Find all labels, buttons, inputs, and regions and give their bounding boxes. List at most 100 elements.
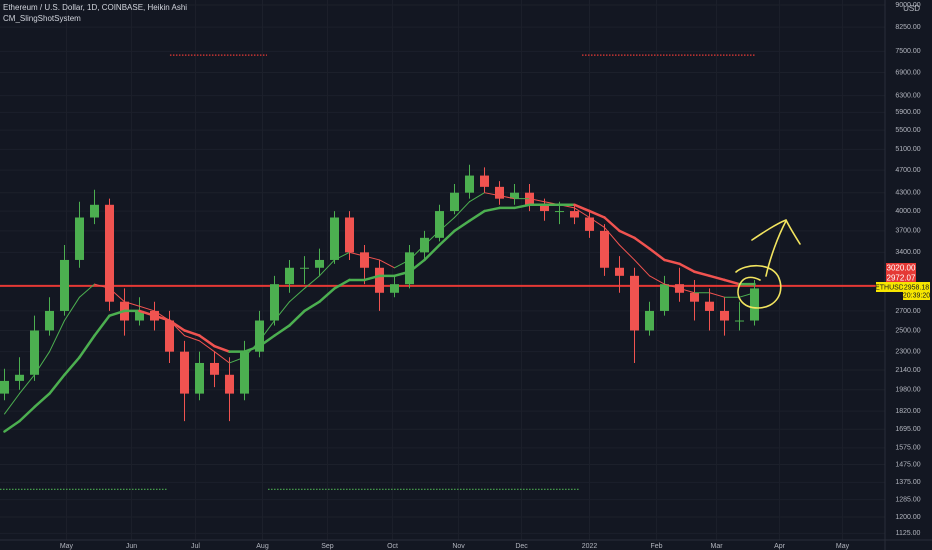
ma-segment xyxy=(333,278,351,290)
ma-segment xyxy=(664,283,680,289)
candle-body xyxy=(720,310,729,321)
y-tick-label: 6900.00 xyxy=(895,69,920,76)
ma-segment xyxy=(109,287,125,303)
y-tick-label: 8250.00 xyxy=(895,24,920,31)
y-tick-label: 4300.00 xyxy=(895,190,920,197)
ma-segment xyxy=(468,209,486,223)
candle-body xyxy=(540,204,549,212)
ma-segment xyxy=(469,192,485,203)
ma-segment xyxy=(604,226,620,246)
ma-segment xyxy=(303,300,321,313)
x-tick-label: Apr xyxy=(774,543,786,550)
y-tick-label: 1980.00 xyxy=(895,387,920,394)
candle-body xyxy=(210,362,219,375)
candle-body xyxy=(165,320,174,352)
candle-body xyxy=(60,259,69,311)
y-tick-label: 1695.00 xyxy=(895,426,920,433)
ma-segment xyxy=(708,274,726,282)
y-tick-label: 5500.00 xyxy=(895,127,920,134)
ma-segment xyxy=(18,405,36,423)
x-tick-label: Jul xyxy=(191,543,200,550)
candle-body xyxy=(600,230,609,268)
moving-averages xyxy=(3,192,756,433)
y-tick-label: 2140.00 xyxy=(895,367,920,374)
ma-segment xyxy=(78,334,96,359)
ma-segment xyxy=(243,344,261,353)
y-tick-label: 2700.00 xyxy=(895,308,920,315)
ma-segment xyxy=(214,351,230,364)
last-price-box xyxy=(903,282,930,300)
ma-segment xyxy=(573,203,591,213)
y-tick-label: 4700.00 xyxy=(895,167,920,174)
candle-body xyxy=(705,301,714,311)
candle-body xyxy=(750,288,759,321)
ma-segment xyxy=(574,207,590,219)
ma-segment xyxy=(439,217,455,232)
ma-segment xyxy=(124,301,140,307)
ma-segment xyxy=(423,243,441,262)
ma-segment xyxy=(438,229,456,247)
ma-segment xyxy=(64,296,80,322)
y-tick-label: 3700.00 xyxy=(895,228,920,235)
candle-body xyxy=(105,204,114,302)
candle-body xyxy=(135,310,144,321)
x-tick-label: 2022 xyxy=(582,543,598,550)
last-price: 2958.18 xyxy=(904,284,929,291)
ma-segment xyxy=(409,244,425,261)
ma-segment xyxy=(633,236,651,250)
ma-segment xyxy=(183,329,201,337)
ma-segment xyxy=(184,335,200,342)
candle-body xyxy=(510,192,519,199)
ma-segment xyxy=(49,320,65,353)
y-tick-label: 1820.00 xyxy=(895,408,920,415)
ma-segment xyxy=(679,287,695,294)
candle-body xyxy=(240,351,249,394)
candles xyxy=(0,164,759,422)
ma-segment xyxy=(589,217,605,228)
ma-segment xyxy=(649,275,665,285)
ma-segment xyxy=(349,251,365,257)
ma-segment xyxy=(3,419,21,433)
candle-body xyxy=(660,284,669,311)
candle-body xyxy=(255,320,264,352)
candle-body xyxy=(75,217,84,260)
symbol-box xyxy=(876,282,903,292)
ma-segment xyxy=(153,314,171,322)
candle-body xyxy=(15,374,24,381)
x-tick-label: Jun xyxy=(126,543,137,550)
ma-segment xyxy=(588,209,606,219)
ma-segment xyxy=(273,324,291,337)
y-tick-label: 5100.00 xyxy=(895,146,920,153)
ma-segment xyxy=(453,219,471,233)
annotation-arrow xyxy=(765,220,787,277)
y-tick-label: 5900.00 xyxy=(895,109,920,116)
label-box xyxy=(886,263,916,273)
y-tick-label: 7500.00 xyxy=(895,48,920,55)
ma-segment xyxy=(33,392,51,409)
candle-body xyxy=(630,275,639,331)
candle-body xyxy=(195,362,204,394)
ma-segment xyxy=(274,301,290,322)
candle-body xyxy=(570,211,579,218)
ma-segment xyxy=(484,192,500,197)
axis-price-label: 3020.00 xyxy=(887,264,916,273)
ma-segment xyxy=(19,374,35,395)
ma-segment xyxy=(108,309,126,317)
ma-segment xyxy=(138,309,156,317)
candle-body xyxy=(465,175,474,193)
ma-segment xyxy=(529,198,545,203)
x-tick-label: Oct xyxy=(387,543,398,550)
candle-body xyxy=(690,292,699,302)
ma-segment xyxy=(663,258,681,266)
y-tick-label: 1200.00 xyxy=(895,514,920,521)
y-tick-label: 2300.00 xyxy=(895,349,920,356)
ma-segment xyxy=(513,203,531,210)
ma-segment xyxy=(304,275,320,289)
ma-segment xyxy=(288,309,306,327)
candle-body xyxy=(345,217,354,253)
candle-body xyxy=(90,204,99,218)
ma-segment xyxy=(199,340,215,353)
chart-title: Ethereum / U.S. Dollar, 1D, COINBASE, He… xyxy=(3,3,187,12)
axes: 9000.00 8250.00 7500.00 6900.00 6300.00 5900.… xyxy=(60,2,921,550)
